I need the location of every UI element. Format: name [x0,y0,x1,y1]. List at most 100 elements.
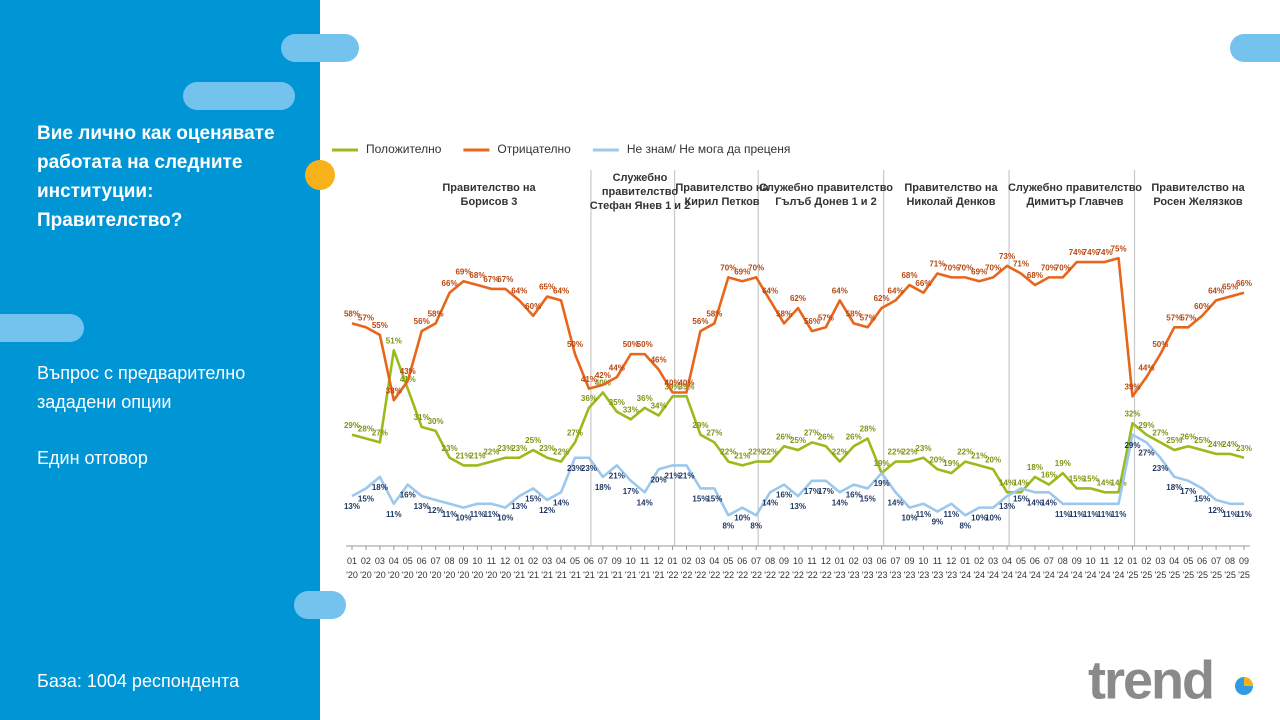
x-tick-label: 07'20 [430,556,442,580]
x-tick-label: 11'20 [486,556,498,580]
x-tick-label: 02'20 [360,556,372,580]
data-label: 66% [442,279,458,288]
data-label: 57% [1166,313,1182,322]
data-label: 40% [595,379,611,388]
data-label: 70% [748,263,764,272]
data-label: 65% [539,283,555,292]
data-label: 11% [916,510,932,519]
x-tick-label: 05'22 [722,556,734,580]
x-tick-label: 07'22 [750,556,762,580]
data-label: 20% [985,455,1001,464]
x-tick-label: 05'24 [1015,556,1027,580]
data-label: 69% [971,267,987,276]
data-label: 11% [386,510,402,519]
data-label: 11% [1083,510,1099,519]
data-label: 15% [525,495,541,504]
data-label: 74% [1069,248,1085,257]
data-label: 11% [1097,510,1113,519]
logo-icon [1244,677,1253,686]
data-label: 8% [959,521,971,530]
data-label: 14% [832,498,848,507]
dot [305,160,335,190]
data-label: 29% [692,421,708,430]
x-tick-label: 04'24 [1001,556,1013,580]
data-label: 17% [804,487,820,496]
data-label: 20% [651,475,667,484]
note-line: Въпрос с предварително [37,363,246,383]
data-label: 43% [400,367,416,376]
data-label: 42% [595,371,611,380]
data-label: 67% [483,275,499,284]
data-label: 40% [678,379,694,388]
data-label: 75% [1111,244,1127,253]
data-label: 51% [386,336,402,345]
data-label: 12% [428,506,444,515]
data-label: 19% [874,479,890,488]
x-tick-label: 08'24 [1057,556,1069,580]
data-label: 14% [637,498,653,507]
period-label: Росен Желязков [1153,196,1243,208]
period-label: правителство [602,186,678,198]
x-tick-label: 12'21 [653,556,665,580]
data-label: 25% [1194,436,1210,445]
data-label: 17% [1180,487,1196,496]
x-tick-label: 04'21 [555,556,567,580]
data-label: 15% [1083,475,1099,484]
note: Въпрос с предварително зададени опции [37,359,245,417]
data-label: 22% [901,448,917,457]
data-label: 38% [386,386,402,395]
data-label: 23% [539,444,555,453]
data-label: 22% [762,448,778,457]
data-label: 70% [943,263,959,272]
x-tick-label: 07'23 [890,556,902,580]
period-label: Правителство на [442,182,536,194]
data-label: 13% [999,502,1015,511]
data-label: 11% [442,510,458,519]
x-tick-label: 09'23 [904,556,916,580]
data-label: 50% [567,340,583,349]
data-label: 23% [1152,464,1168,473]
x-tick-label: 11'23 [932,556,944,580]
data-label: 17% [623,487,639,496]
x-tick-label: 03'22 [695,556,707,580]
x-tick-label: 01'21 [513,556,525,580]
data-label: 17% [818,487,834,496]
data-label: 14% [553,498,569,507]
data-label: 10% [734,514,750,523]
data-label: 13% [511,502,527,511]
data-label: 12% [1208,506,1224,515]
data-label: 18% [595,483,611,492]
data-label: 57% [358,313,374,322]
data-label: 15% [706,495,722,504]
data-label: 11% [944,510,960,519]
data-label: 19% [1055,459,1071,468]
data-label: 57% [860,313,876,322]
data-label: 14% [1013,478,1029,487]
data-label: 18% [372,483,388,492]
x-tick-label: 07'25 [1210,556,1222,580]
data-label: 67% [497,275,513,284]
data-label: 64% [553,287,569,296]
data-label: 14% [1111,478,1127,487]
data-label: 36% [637,394,653,403]
period-label: Димитър Главчев [1026,196,1123,208]
data-label: 11% [470,510,486,519]
data-label: 18% [1166,483,1182,492]
data-label: 66% [1236,279,1252,288]
x-tick-label: 03'23 [862,556,874,580]
x-tick-label: 01'24 [959,556,971,580]
data-label: 29% [1138,421,1154,430]
data-label: 21% [455,452,471,461]
data-label: 62% [790,294,806,303]
data-label: 23% [511,444,527,453]
data-label: 27% [567,428,583,437]
data-label: 11% [1069,510,1085,519]
legend-label: Отрицателно [497,142,571,156]
pill [0,314,84,342]
legend-label: Положително [366,142,442,156]
data-label: 11% [484,510,500,519]
x-tick-label: 06'22 [736,556,748,580]
data-label: 25% [1166,436,1182,445]
period-label: Правителство на [1151,182,1245,194]
